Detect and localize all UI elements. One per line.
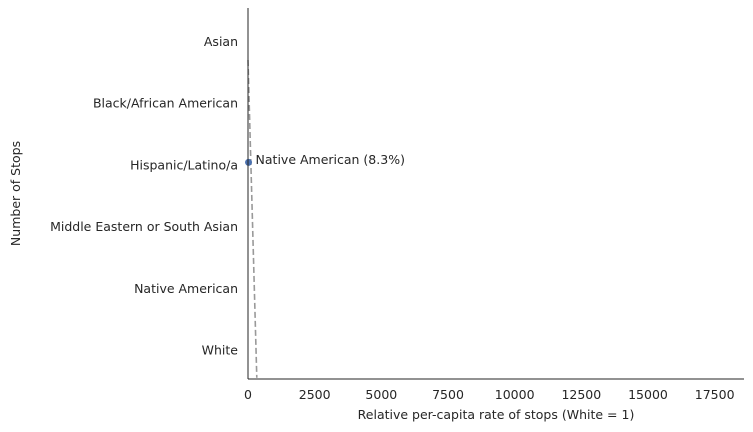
y-tick-label: Black/African American [93,96,238,111]
y-axis-title: Number of Stops [8,141,23,246]
plot-area: Native American (8.3%) [245,59,405,378]
y-tick-label: Hispanic/Latino/a [130,157,238,172]
x-tick-label: 10000 [495,387,535,402]
x-tick-label: 15000 [628,387,668,402]
y-tick-label: Native American [134,281,238,296]
y-tick-label: White [202,343,239,358]
reference-line [247,59,258,378]
y-tick-label: Middle Eastern or South Asian [50,219,238,234]
x-axis-title: Relative per-capita rate of stops (White… [358,407,635,422]
y-tick-labels: Asian Black/African American Hispanic/Lati… [50,34,238,358]
point-annotation: Native American (8.3%) [256,152,405,167]
x-tick-label: 0 [244,387,252,402]
x-tick-labels: 0 2500 5000 7500 10000 12500 15000 17500 [244,387,735,402]
x-tick-label: 7500 [432,387,464,402]
x-tick-label: 17500 [695,387,735,402]
data-point [245,158,253,166]
x-tick-label: 5000 [365,387,397,402]
x-tick-label: 2500 [299,387,331,402]
y-tick-label: Asian [204,34,238,49]
x-tick-label: 12500 [561,387,601,402]
